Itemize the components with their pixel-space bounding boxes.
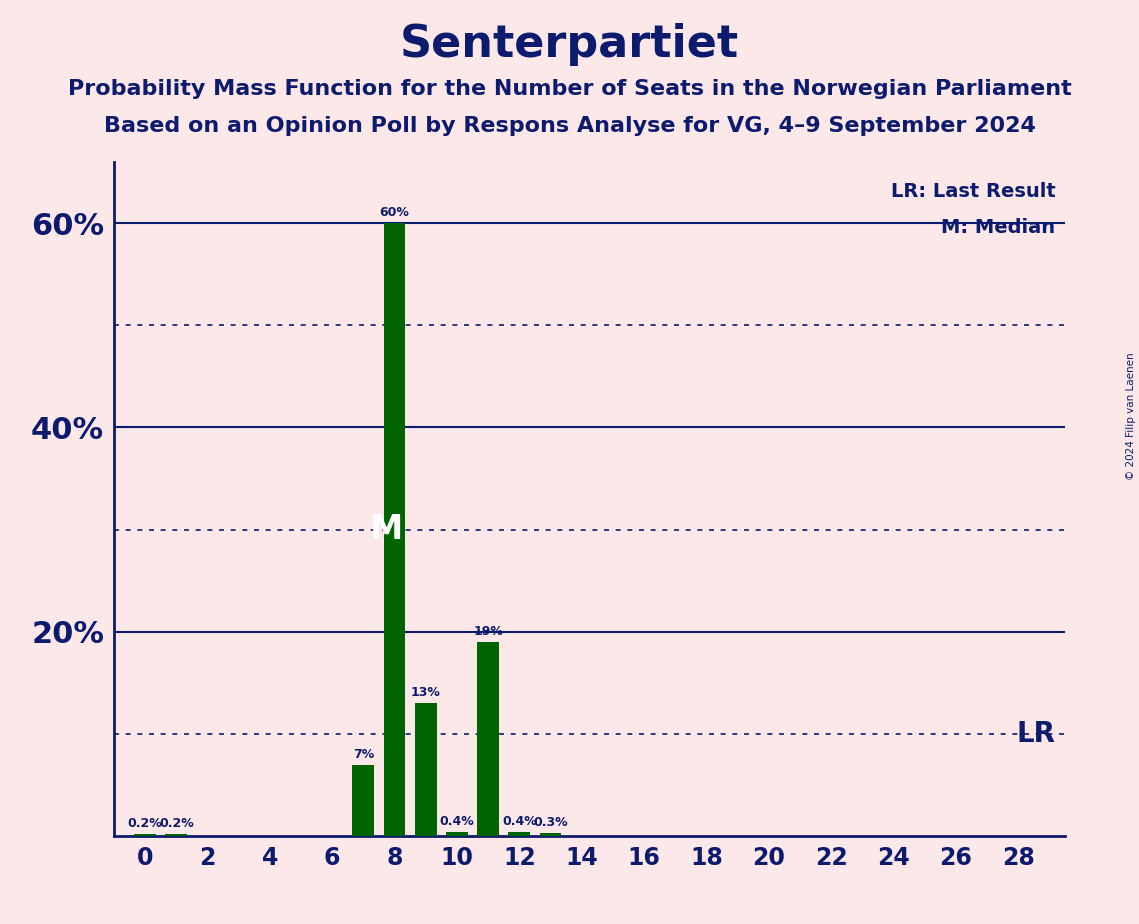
Text: 0.2%: 0.2% [128, 817, 163, 830]
Bar [352, 765, 375, 836]
Text: 7%: 7% [353, 748, 374, 760]
Text: 0.2%: 0.2% [158, 817, 194, 830]
Bar [384, 223, 405, 836]
Text: M: Median: M: Median [942, 218, 1056, 237]
Bar [134, 834, 156, 836]
Text: LR: Last Result: LR: Last Result [891, 182, 1056, 201]
Text: 19%: 19% [473, 625, 503, 638]
Text: Probability Mass Function for the Number of Seats in the Norwegian Parliament: Probability Mass Function for the Number… [67, 79, 1072, 99]
Text: 60%: 60% [379, 206, 410, 219]
Text: © 2024 Filip van Laenen: © 2024 Filip van Laenen [1126, 352, 1136, 480]
Text: 0.4%: 0.4% [502, 815, 536, 828]
Text: LR: LR [1017, 720, 1056, 748]
Text: 0.3%: 0.3% [533, 816, 567, 829]
Text: Based on an Opinion Poll by Respons Analyse for VG, 4–9 September 2024: Based on an Opinion Poll by Respons Anal… [104, 116, 1035, 136]
Text: 0.4%: 0.4% [440, 815, 474, 828]
Text: 13%: 13% [411, 687, 441, 699]
Bar [446, 833, 468, 836]
Bar [165, 834, 187, 836]
Bar [415, 703, 436, 836]
Text: M: M [370, 513, 403, 546]
Bar [477, 642, 499, 836]
Bar [508, 833, 530, 836]
Text: Senterpartiet: Senterpartiet [400, 23, 739, 67]
Bar [540, 833, 562, 836]
